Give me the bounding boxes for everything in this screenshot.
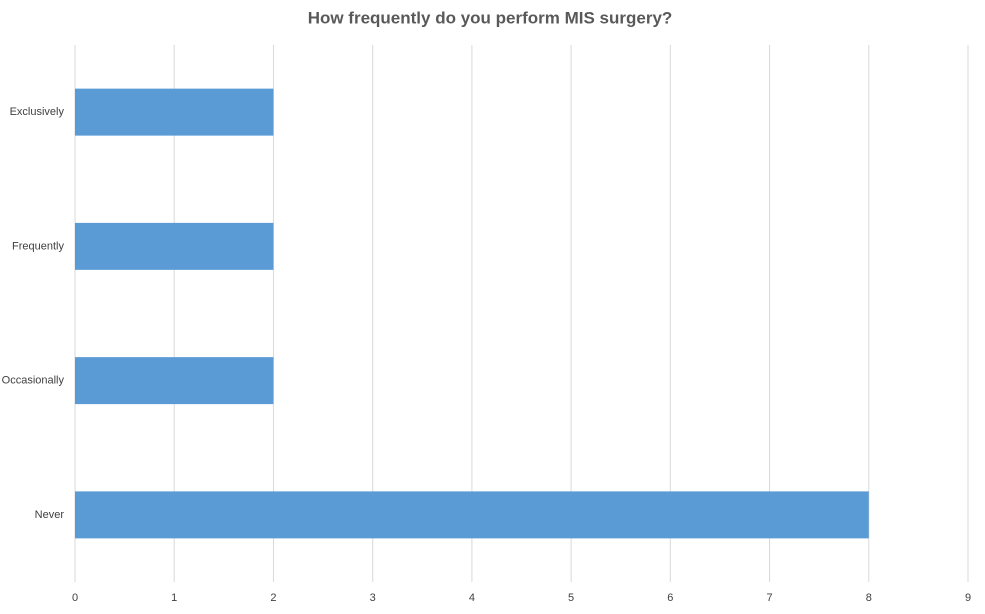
x-tick-label: 3 (370, 592, 376, 604)
x-tick-label: 5 (568, 592, 574, 604)
x-tick-label: 7 (766, 592, 772, 604)
chart-title: How frequently do you perform MIS surger… (308, 8, 673, 27)
y-tick-label: Exclusively (10, 106, 65, 118)
x-tick-label: 9 (965, 592, 971, 604)
y-tick-label: Frequently (12, 240, 64, 252)
x-tick-label: 6 (667, 592, 673, 604)
x-tick-label: 4 (469, 592, 475, 604)
x-tick-label: 0 (72, 592, 78, 604)
bar (75, 491, 869, 539)
y-tick-label: Never (35, 509, 65, 521)
x-tick-label: 2 (270, 592, 276, 604)
bar (75, 357, 274, 405)
bar (75, 88, 274, 136)
x-tick-label: 8 (866, 592, 872, 604)
bar (75, 222, 274, 270)
x-tick-label: 1 (171, 592, 177, 604)
y-tick-label: Occasionally (2, 375, 65, 387)
